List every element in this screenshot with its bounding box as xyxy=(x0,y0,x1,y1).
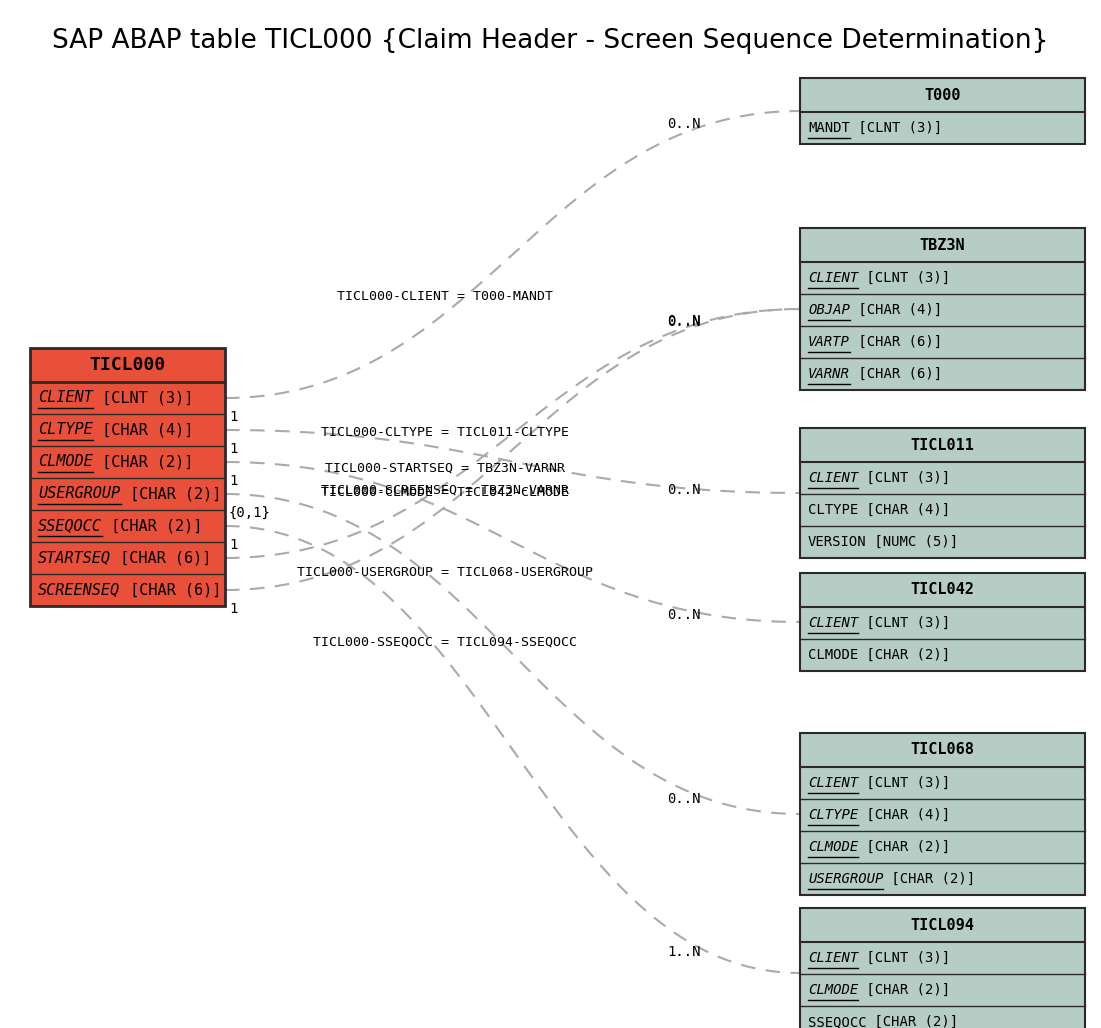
Bar xyxy=(800,733,1084,895)
Text: 1: 1 xyxy=(229,474,238,488)
Text: 0..N: 0..N xyxy=(667,483,700,498)
Text: 1..N: 1..N xyxy=(667,946,700,959)
Text: [CLNT (3)]: [CLNT (3)] xyxy=(858,616,950,630)
Text: TICL000-STARTSEQ = TBZ3N-VARNR: TICL000-STARTSEQ = TBZ3N-VARNR xyxy=(325,462,565,475)
Text: CLTYPE: CLTYPE xyxy=(808,808,859,822)
Text: CLIENT: CLIENT xyxy=(808,271,859,285)
Text: 0..N: 0..N xyxy=(667,315,700,329)
Text: SCREENSEQ: SCREENSEQ xyxy=(39,583,120,597)
Text: CLMODE: CLMODE xyxy=(808,648,859,662)
Text: [CLNT (3)]: [CLNT (3)] xyxy=(858,471,950,485)
Text: OBJAP: OBJAP xyxy=(808,303,850,317)
Text: TICL000: TICL000 xyxy=(89,356,165,374)
Text: [CHAR (2)]: [CHAR (2)] xyxy=(102,518,203,534)
Text: [CHAR (4)]: [CHAR (4)] xyxy=(94,423,194,438)
Text: TICL094: TICL094 xyxy=(911,918,974,932)
Bar xyxy=(800,908,1084,1028)
Text: TBZ3N: TBZ3N xyxy=(919,237,966,253)
Text: [CHAR (6)]: [CHAR (6)] xyxy=(111,551,211,565)
Text: [CHAR (4)]: [CHAR (4)] xyxy=(858,503,950,517)
Text: [CHAR (4)]: [CHAR (4)] xyxy=(850,303,941,317)
Bar xyxy=(800,78,1084,144)
Text: STARTSEQ: STARTSEQ xyxy=(39,551,111,565)
Text: CLIENT: CLIENT xyxy=(808,951,859,965)
Text: TICL000-CLIENT = T000-MANDT: TICL000-CLIENT = T000-MANDT xyxy=(337,290,553,303)
Text: [CLNT (3)]: [CLNT (3)] xyxy=(94,391,194,405)
Text: VERSION: VERSION xyxy=(808,535,866,549)
Text: [CHAR (2)]: [CHAR (2)] xyxy=(858,983,950,997)
Text: MANDT: MANDT xyxy=(808,121,850,135)
Text: [CHAR (2)]: [CHAR (2)] xyxy=(121,486,221,502)
Text: TICL000-CLMODE = TICL042-CLMODE: TICL000-CLMODE = TICL042-CLMODE xyxy=(321,486,569,500)
Text: [NUMC (5)]: [NUMC (5)] xyxy=(866,535,959,549)
Text: [CHAR (2)]: [CHAR (2)] xyxy=(866,1015,959,1028)
Text: [CHAR (2)]: [CHAR (2)] xyxy=(883,872,975,886)
Text: {0,1}: {0,1} xyxy=(229,506,271,520)
Text: 0..N: 0..N xyxy=(667,608,700,622)
Text: [CHAR (6)]: [CHAR (6)] xyxy=(850,367,941,381)
Text: 1: 1 xyxy=(229,410,238,424)
Text: TICL000-SCREENSEQ = TBZ3N-VARNR: TICL000-SCREENSEQ = TBZ3N-VARNR xyxy=(321,484,569,497)
Text: CLTYPE: CLTYPE xyxy=(39,423,92,438)
Text: USERGROUP: USERGROUP xyxy=(808,872,883,886)
Text: VARTP: VARTP xyxy=(808,335,850,348)
Text: [CLNT (3)]: [CLNT (3)] xyxy=(858,776,950,790)
Text: TICL000-USERGROUP = TICL068-USERGROUP: TICL000-USERGROUP = TICL068-USERGROUP xyxy=(297,565,593,579)
Text: 1: 1 xyxy=(229,602,238,616)
Bar xyxy=(800,228,1084,390)
Text: CLIENT: CLIENT xyxy=(808,776,859,790)
Text: VARNR: VARNR xyxy=(808,367,850,381)
Text: 0..N: 0..N xyxy=(667,793,700,806)
Text: CLTYPE: CLTYPE xyxy=(808,503,859,517)
Text: [CHAR (6)]: [CHAR (6)] xyxy=(850,335,941,348)
Text: 1: 1 xyxy=(229,442,238,456)
Text: [CLNT (3)]: [CLNT (3)] xyxy=(858,271,950,285)
Text: CLIENT: CLIENT xyxy=(808,616,859,630)
Bar xyxy=(800,428,1084,558)
Text: T000: T000 xyxy=(924,87,961,103)
Text: CLMODE: CLMODE xyxy=(808,840,859,854)
Text: TICL068: TICL068 xyxy=(911,742,974,758)
Text: TICL042: TICL042 xyxy=(911,583,974,597)
Text: USERGROUP: USERGROUP xyxy=(39,486,120,502)
Text: [CHAR (2)]: [CHAR (2)] xyxy=(94,454,194,470)
Text: 0..N: 0..N xyxy=(667,314,700,328)
Text: [CHAR (6)]: [CHAR (6)] xyxy=(121,583,221,597)
Text: SSEQOCC: SSEQOCC xyxy=(808,1015,866,1028)
Text: [CLNT (3)]: [CLNT (3)] xyxy=(850,121,941,135)
Text: [CHAR (2)]: [CHAR (2)] xyxy=(858,840,950,854)
Text: [CHAR (4)]: [CHAR (4)] xyxy=(858,808,950,822)
Text: CLMODE: CLMODE xyxy=(808,983,859,997)
Bar xyxy=(30,348,225,605)
Text: [CHAR (2)]: [CHAR (2)] xyxy=(858,648,950,662)
Text: CLIENT: CLIENT xyxy=(808,471,859,485)
Text: CLIENT: CLIENT xyxy=(39,391,92,405)
Bar xyxy=(800,573,1084,671)
Text: TICL011: TICL011 xyxy=(911,438,974,452)
Text: SSEQOCC: SSEQOCC xyxy=(39,518,102,534)
Text: CLMODE: CLMODE xyxy=(39,454,92,470)
Text: TICL000-CLTYPE = TICL011-CLTYPE: TICL000-CLTYPE = TICL011-CLTYPE xyxy=(321,426,569,439)
Text: TICL000-SSEQOCC = TICL094-SSEQOCC: TICL000-SSEQOCC = TICL094-SSEQOCC xyxy=(313,635,577,648)
Text: [CLNT (3)]: [CLNT (3)] xyxy=(858,951,950,965)
Text: 0..N: 0..N xyxy=(667,117,700,132)
Text: 1: 1 xyxy=(229,538,238,552)
Text: SAP ABAP table TICL000 {Claim Header - Screen Sequence Determination}: SAP ABAP table TICL000 {Claim Header - S… xyxy=(53,28,1048,54)
